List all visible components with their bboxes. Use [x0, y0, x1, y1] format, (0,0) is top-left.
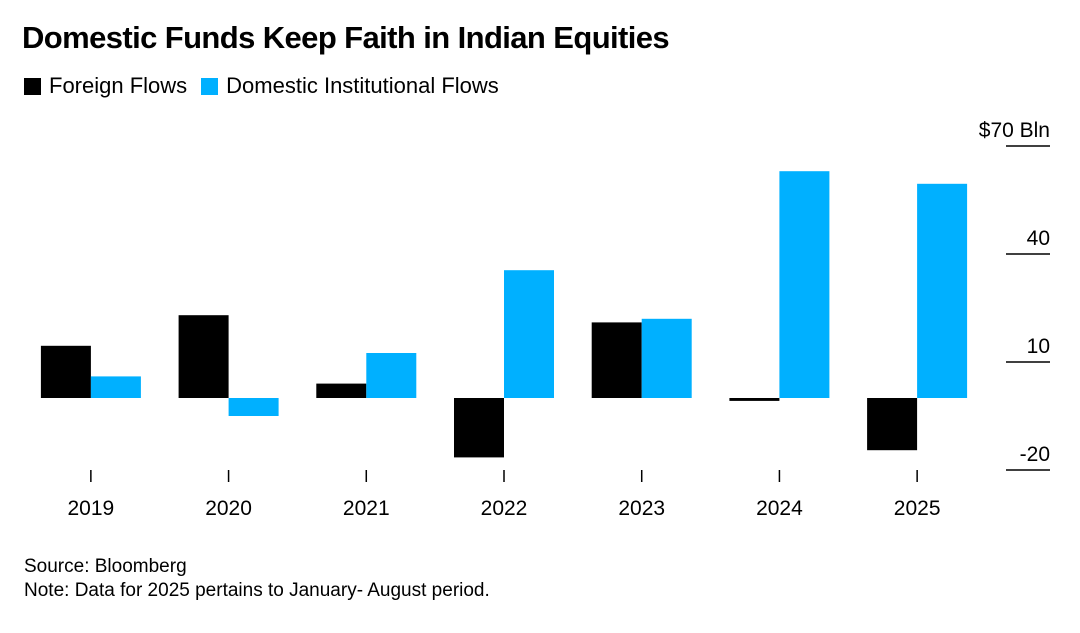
y-tick-label--20: -20	[1020, 443, 1050, 466]
bar-foreign-2021	[316, 383, 367, 398]
bar-domestic-2021	[366, 353, 417, 398]
source-note: Source: Bloomberg	[24, 556, 187, 577]
x-tick-label-2024: 2024	[756, 497, 803, 520]
bar-foreign-2024	[729, 398, 780, 401]
x-tick-label-2022: 2022	[481, 497, 528, 520]
legend-item-domestic: Domestic Institutional Flows	[201, 73, 499, 99]
data-note: Note: Data for 2025 pertains to January-…	[24, 580, 490, 601]
bar-foreign-2022	[454, 398, 504, 458]
chart-legend: Foreign Flows Domestic Institutional Flo…	[24, 72, 513, 100]
legend-label-domestic: Domestic Institutional Flows	[226, 73, 499, 98]
y-tick-label-40: 40	[1027, 227, 1050, 250]
bar-domestic-2025	[917, 183, 968, 398]
legend-swatch-foreign	[24, 77, 41, 95]
bar-foreign-2025	[867, 398, 918, 451]
chart-title: Domestic Funds Keep Faith in Indian Equi…	[22, 20, 670, 55]
bar-foreign-2023	[591, 322, 642, 398]
x-tick-label-2020: 2020	[205, 497, 252, 520]
legend-item-foreign: Foreign Flows	[24, 73, 187, 99]
bar-domestic-2023	[641, 318, 692, 398]
bar-domestic-2024	[779, 171, 830, 398]
bar-domestic-2022	[504, 270, 554, 398]
legend-label-foreign: Foreign Flows	[49, 73, 188, 98]
legend-swatch-domestic	[201, 77, 219, 95]
x-tick-label-2019: 2019	[67, 497, 114, 520]
bar-domestic-2020	[228, 398, 279, 416]
y-tick-label-70: $70 Bln	[979, 119, 1050, 142]
x-tick-label-2023: 2023	[618, 497, 665, 520]
bar-foreign-2019	[40, 345, 91, 398]
x-tick-label-2025: 2025	[894, 497, 941, 520]
bar-foreign-2020	[178, 315, 229, 398]
bar-domestic-2019	[90, 376, 141, 398]
y-tick-label-10: 10	[1027, 335, 1050, 358]
x-tick-label-2021: 2021	[343, 497, 390, 520]
